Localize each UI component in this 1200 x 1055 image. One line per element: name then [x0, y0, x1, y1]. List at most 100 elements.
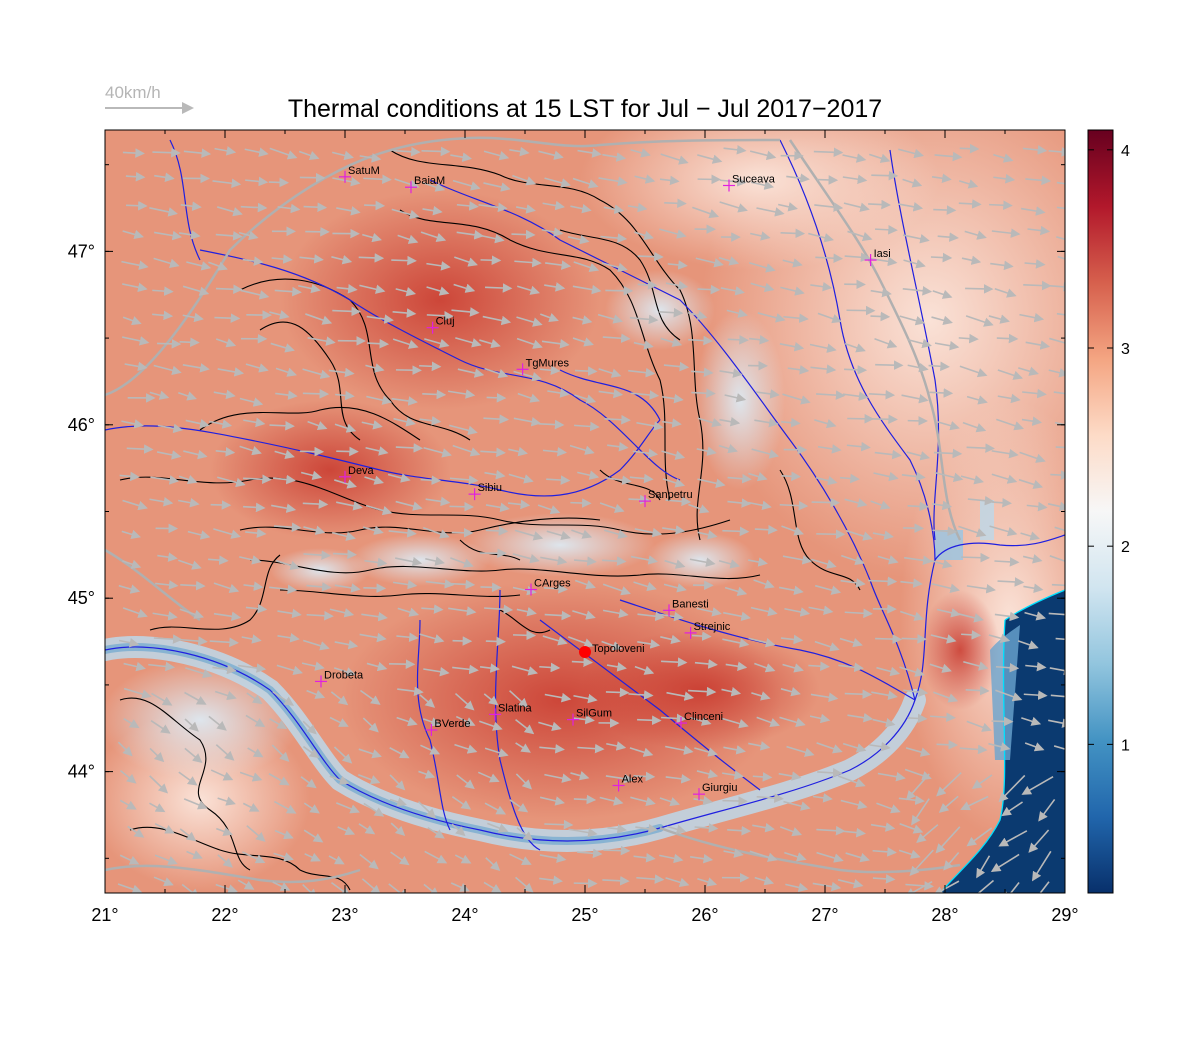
wind-arrow — [572, 662, 592, 663]
wind-arrow — [1052, 585, 1073, 586]
wind-arrow — [817, 180, 837, 181]
wind-arrow — [486, 641, 505, 642]
station-label: SatuM — [348, 165, 380, 177]
colorbar-tick-label: 2 — [1121, 539, 1130, 556]
wind-arrow — [931, 257, 951, 258]
wind-arrow — [929, 392, 951, 393]
wind-arrow — [960, 148, 978, 149]
wind-arrow — [157, 343, 180, 344]
wind-arrow — [332, 311, 359, 312]
wind-arrow — [544, 824, 572, 825]
station-label: Giurgiu — [702, 782, 737, 794]
wind-arrow — [722, 531, 747, 532]
wind-arrow — [452, 532, 472, 533]
wind-arrow — [961, 557, 988, 558]
wind-arrow — [698, 289, 719, 290]
wind-arrow — [511, 234, 533, 235]
wind-legend: 40km/h — [105, 83, 192, 108]
wind-arrow — [539, 667, 558, 668]
wind-arrow — [967, 447, 994, 448]
station-label: Deva — [348, 465, 375, 477]
station-label: Strejnic — [694, 621, 731, 633]
wind-legend-label: 40km/h — [105, 83, 161, 102]
wind-arrow — [871, 175, 896, 176]
y-tick-label: 47° — [68, 241, 95, 261]
wind-arrow — [844, 369, 865, 370]
station-label: Drobeta — [324, 669, 364, 681]
wind-arrow — [989, 205, 1011, 206]
wind-arrow — [389, 664, 414, 665]
y-tick-label: 44° — [68, 762, 95, 782]
highlight-station-dot — [579, 646, 591, 658]
station-label: Sibiu — [478, 482, 502, 494]
wind-arrow — [937, 744, 957, 745]
colorbar-tick-label: 1 — [1121, 737, 1130, 754]
wind-arrow — [180, 342, 199, 343]
wind-arrow — [485, 287, 511, 288]
wind-arrow — [908, 506, 928, 507]
station-label: Iasi — [874, 248, 891, 260]
wind-arrow — [480, 260, 499, 261]
wind-arrow — [908, 718, 926, 719]
x-tick-label: 23° — [331, 905, 358, 925]
wind-arrow — [902, 638, 926, 639]
wind-arrow — [664, 203, 685, 204]
x-tick-label: 24° — [451, 905, 478, 925]
wind-arrow — [992, 721, 1012, 722]
wind-arrow — [391, 260, 415, 261]
wind-arrow — [966, 690, 988, 691]
station-label: SilGum — [576, 708, 612, 720]
wind-arrow — [875, 365, 902, 366]
wind-arrow — [755, 529, 776, 530]
wind-arrow — [513, 635, 534, 636]
wind-arrow — [422, 151, 449, 152]
wind-arrow — [367, 343, 387, 344]
wind-arrow — [875, 639, 900, 640]
wind-arrow — [123, 152, 143, 153]
y-tick-label: 46° — [68, 415, 95, 435]
wind-arrow — [303, 393, 328, 394]
wind-arrow — [961, 634, 980, 635]
wind-arrow — [868, 204, 889, 205]
wind-arrow — [1023, 285, 1050, 286]
wind-arrow — [933, 210, 955, 211]
y-tick-label: 45° — [68, 588, 95, 608]
wind-arrow — [575, 371, 596, 372]
wind-arrow — [304, 207, 326, 208]
chart-title: Thermal conditions at 15 LST for Jul − J… — [288, 95, 882, 123]
station-label: CArges — [534, 578, 571, 590]
station-label: BaiaM — [414, 175, 445, 187]
wind-arrow — [929, 366, 949, 367]
wind-arrow — [1056, 447, 1078, 448]
station-label: Sanpetru — [648, 489, 693, 501]
wind-arrow — [692, 636, 710, 637]
wind-arrow — [871, 419, 897, 420]
wind-arrow — [814, 152, 842, 153]
wind-arrow — [728, 339, 748, 340]
wind-arrow — [211, 505, 230, 506]
wind-arrow — [870, 316, 888, 317]
wind-arrow — [606, 692, 628, 693]
station-label: BVerde — [434, 718, 470, 730]
wind-arrow — [539, 424, 563, 425]
station-label: TgMures — [526, 357, 570, 369]
station-label: Slatina — [498, 702, 533, 714]
wind-arrow — [781, 476, 799, 477]
wind-arrow — [868, 581, 895, 582]
wind-arrow — [486, 530, 507, 531]
wind-arrow — [216, 289, 241, 290]
wind-arrow — [574, 799, 595, 800]
highlight-station-label: Topoloveni — [592, 643, 645, 655]
wind-arrow — [691, 393, 714, 394]
x-tick-label: 25° — [571, 905, 598, 925]
wind-arrow — [269, 425, 293, 426]
station-label: Cluj — [436, 316, 455, 328]
wind-arrow — [364, 205, 383, 206]
station-label: Banesti — [672, 598, 709, 610]
wind-arrow — [419, 366, 440, 367]
wind-arrow — [875, 229, 896, 230]
wind-arrow — [152, 152, 179, 153]
colorbar-tick-label: 3 — [1121, 341, 1130, 358]
